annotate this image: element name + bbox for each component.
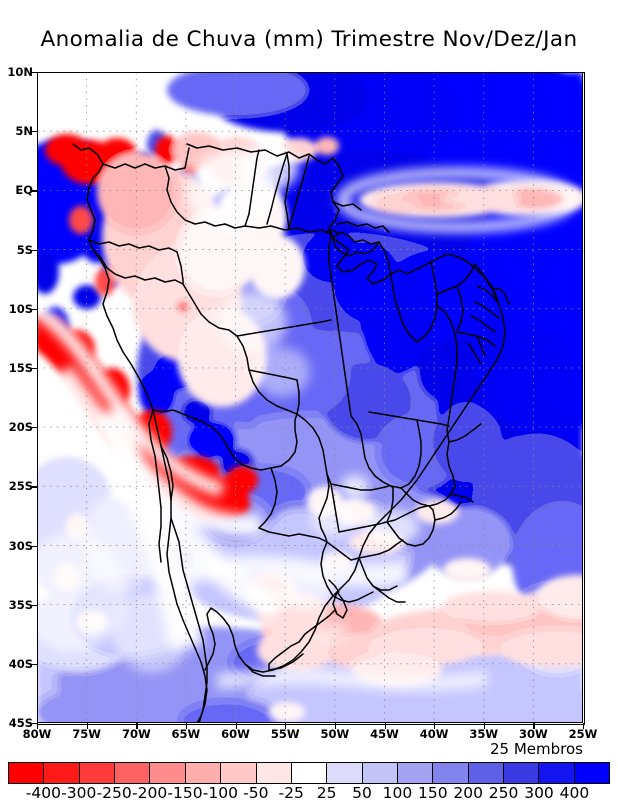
colorbar-cell <box>326 762 363 784</box>
colorbar-tick-label: -250 <box>96 784 132 802</box>
members-note: 25 Membros <box>490 740 583 758</box>
colorbar-cell <box>255 762 292 784</box>
x-tick-label: 75W <box>72 727 101 741</box>
y-axis: 10N 5N EQ 5S 10S 15S 20S 25S 30S 35S 40S… <box>0 65 33 730</box>
x-tick-label: 40W <box>419 727 449 741</box>
colorbar-cell <box>43 762 80 784</box>
page-title: Anomalia de Chuva (mm) Trimestre Nov/Dez… <box>40 27 578 52</box>
colorbar-cell <box>290 762 328 784</box>
colorbar-tick-label: -100 <box>202 784 238 802</box>
colorbar-labels: -400 -300 -250 -200 -150 -100 -50 -25 25… <box>8 784 610 802</box>
colorbar-cell <box>396 762 434 784</box>
x-tick-label: 65W <box>171 727 201 741</box>
y-tick-label: 15S <box>8 360 33 375</box>
x-tick-label: 60W <box>221 727 250 741</box>
colorbar-cell <box>361 762 398 784</box>
colorbar-tick-label: 25 <box>316 784 337 802</box>
x-tick-label: 25W <box>568 727 598 741</box>
grid-lines <box>37 72 583 723</box>
colorbar-cell <box>467 762 505 784</box>
x-tick-label: 50W <box>320 727 350 741</box>
colorbar-cell <box>114 762 151 784</box>
colorbar-tick-label: -400 <box>25 784 61 802</box>
x-tick-label: 55W <box>270 727 300 741</box>
colorbar-tick-label: -150 <box>167 784 203 802</box>
colorbar-cell <box>432 762 469 784</box>
y-tick-label: 5S <box>16 242 33 257</box>
map-plot-area[interactable] <box>37 72 583 723</box>
colorbar-tick-label: -200 <box>132 784 168 802</box>
anomaly-field-svg <box>37 72 583 723</box>
y-tick-label: 40S <box>8 656 33 671</box>
colorbar-tick-label: 400 <box>559 784 590 802</box>
colorbar-tick-label: 200 <box>453 784 483 802</box>
colorbar-tick-label: 250 <box>488 784 519 802</box>
colorbar-cell <box>503 762 540 784</box>
y-tick-label: 20S <box>8 420 33 435</box>
coastline-and-borders <box>72 143 510 723</box>
colorbar-tick-label: -50 <box>243 784 269 802</box>
colorbar-tick-label: 50 <box>352 784 372 802</box>
y-tick-label: 10N <box>7 65 33 79</box>
colorbar-cell <box>538 762 575 784</box>
y-tick-label: 30S <box>8 538 33 553</box>
y-tick-label: 45S <box>8 716 33 730</box>
y-tick-label: EQ <box>15 183 33 198</box>
x-tick-label: 45W <box>370 727 399 741</box>
colorbar-tick-label: 300 <box>524 784 554 802</box>
colorbar-tick-label: 150 <box>418 784 448 802</box>
y-tick-label: 10S <box>8 301 33 316</box>
colorbar-cell <box>220 762 257 784</box>
x-tick-label: 80W <box>22 727 52 741</box>
x-tick-label: 30W <box>519 727 548 741</box>
colorbar-cell <box>78 762 116 784</box>
colorbar-tick-label: -25 <box>278 784 304 802</box>
colorbar-cell <box>8 762 45 784</box>
colorbar-cell <box>184 762 222 784</box>
colorbar-cell <box>149 762 186 784</box>
colorbar-tick-label: 100 <box>382 784 413 802</box>
y-tick-label: 5N <box>15 124 33 139</box>
x-tick-label: 35W <box>469 727 499 741</box>
y-tick-label: 25S <box>8 479 33 494</box>
neutral-zero-band <box>37 142 577 692</box>
y-tick-label: 35S <box>8 597 33 612</box>
x-tick-label: 70W <box>121 727 151 741</box>
colorbar-cell <box>573 762 611 784</box>
colorbar-tick-label: -300 <box>61 784 97 802</box>
x-axis: 80W 75W 70W 65W 60W 55W 50W 45W 40W 35W … <box>23 727 598 743</box>
colorbar[interactable] <box>8 762 611 784</box>
